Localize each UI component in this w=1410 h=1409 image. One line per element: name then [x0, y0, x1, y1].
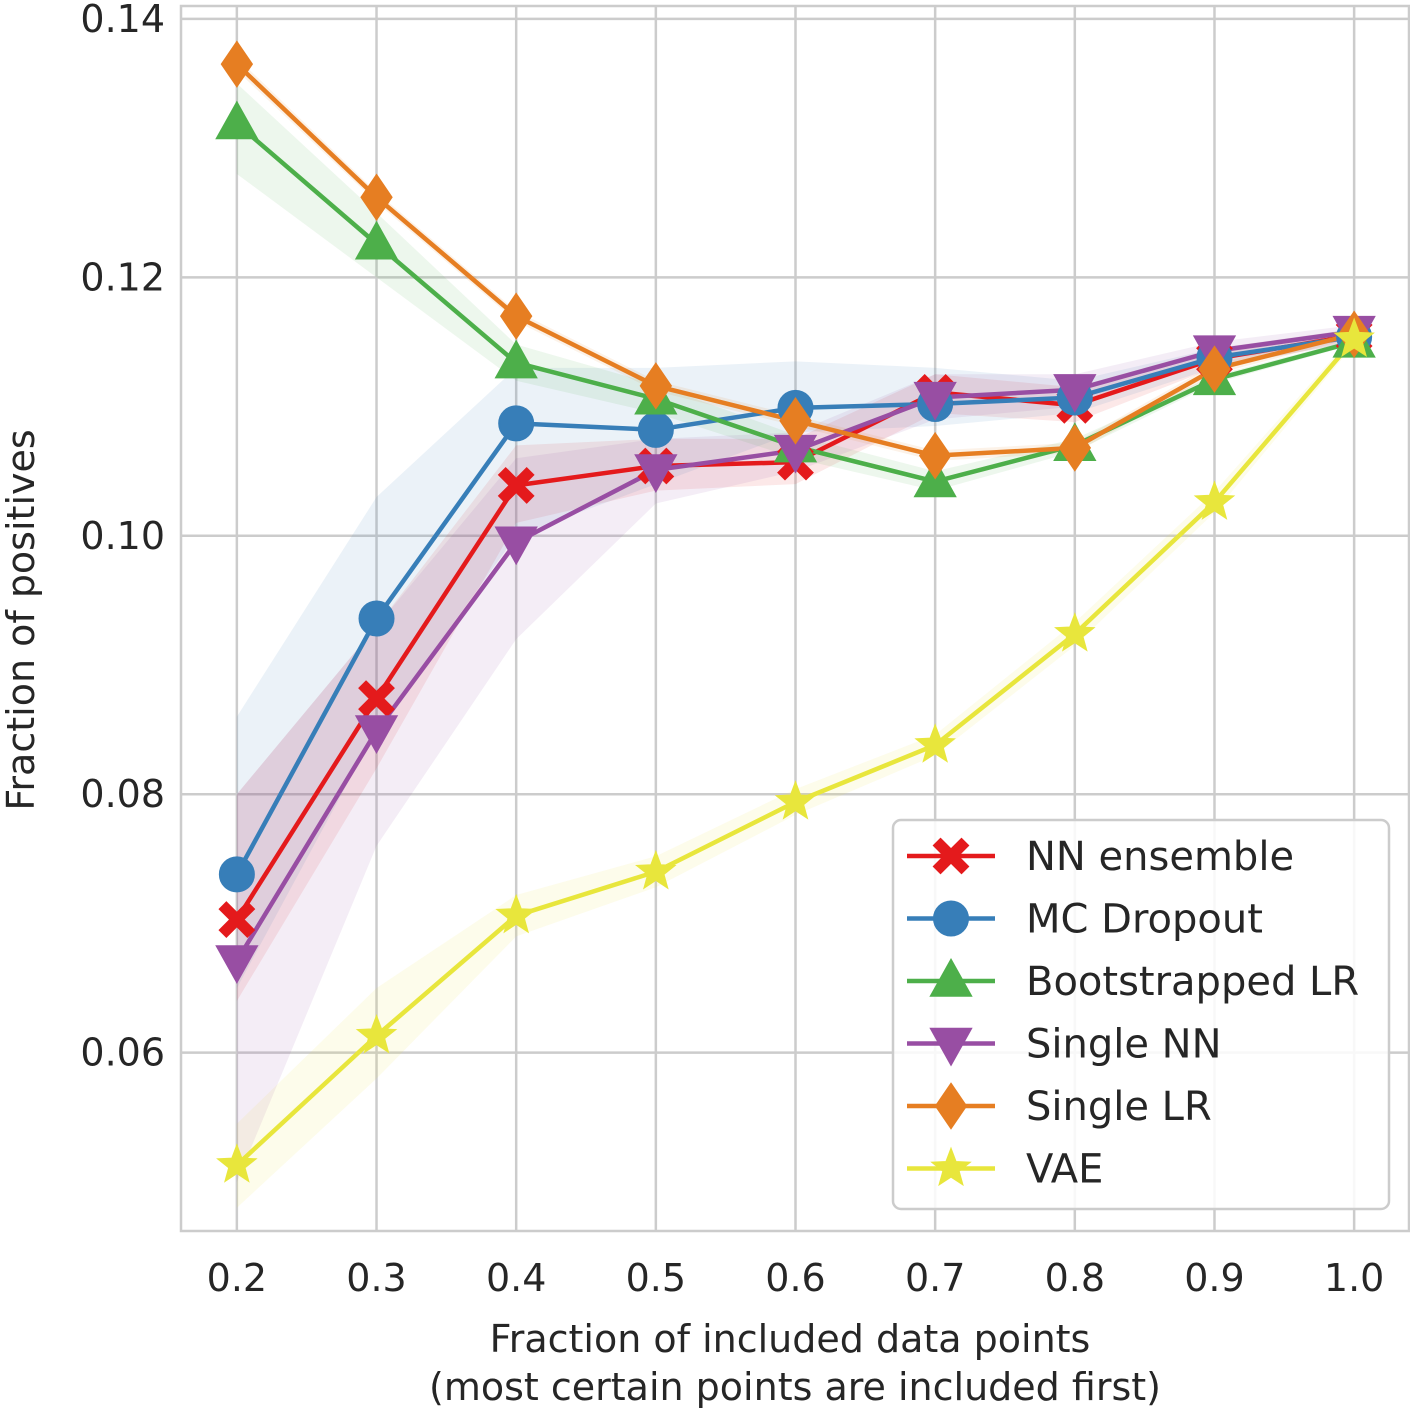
x-tick-label: 0.6 [765, 1256, 825, 1300]
single-lr-point [1198, 345, 1231, 393]
single-nn-point [1053, 374, 1097, 413]
legend-label: Single NN [1026, 1022, 1222, 1068]
legend-marker [933, 900, 969, 937]
vae-point [355, 1014, 398, 1054]
single-lr-point [360, 173, 393, 222]
x-axis-label-line1: Fraction of included data points [490, 1317, 1091, 1361]
bootstrapped-lr-point [215, 100, 259, 140]
y-tick-label: 0.08 [80, 772, 165, 816]
legend-marker [930, 1146, 972, 1187]
x-tick-label: 0.4 [486, 1256, 546, 1300]
vae-point [1054, 612, 1096, 652]
single-lr-point [220, 40, 254, 88]
mc-dropout-point [218, 856, 255, 893]
vae-point [635, 849, 677, 890]
x-axis-label-line2: (most certain points are included first) [429, 1365, 1161, 1409]
y-tick-label: 0.10 [80, 514, 165, 558]
legend-item-vae[interactable]: VAE [907, 1147, 1103, 1193]
legend-label: Single LR [1026, 1084, 1212, 1130]
bootstrapped-lr-point [354, 220, 399, 260]
y-tick-label: 0.12 [80, 255, 165, 299]
y-axis-label: Fraction of positives [0, 429, 43, 810]
vae-point [1333, 317, 1375, 358]
legend-marker [934, 1082, 968, 1130]
single-nn-point [913, 381, 957, 421]
single-lr-point [918, 431, 952, 480]
x-tick-labels: 0.2 0.3 0.4 0.5 0.6 0.7 0.8 0.9 1.0 [207, 1256, 1385, 1300]
legend-label: NN ensemble [1026, 834, 1294, 880]
x-tick-label: 0.2 [207, 1256, 267, 1300]
legend-item-mc-dropout[interactable]: MC Dropout [907, 897, 1263, 943]
vae-point [774, 780, 817, 820]
single-nn-point [494, 526, 538, 566]
plot-frame [179, 4, 1410, 1233]
bootstrapped-lr-point [494, 339, 538, 379]
single-nn-point [634, 454, 678, 493]
single-lr-point [779, 397, 812, 445]
mc-dropout-point [637, 411, 674, 448]
legend-label: Bootstrapped LR [1026, 959, 1359, 1005]
x-tick-label: 0.9 [1184, 1256, 1244, 1300]
single-nn-point [215, 945, 259, 984]
vae-point [1193, 480, 1236, 520]
single-nn-point [354, 715, 399, 754]
y-tick-label: 0.06 [80, 1031, 165, 1075]
y-tick-label: 0.14 [80, 0, 165, 41]
nn-ensemble-point [218, 901, 256, 938]
nn-ensemble-band [236, 329, 1355, 1001]
vae-point [216, 1143, 258, 1183]
x-tick-label: 0.7 [905, 1256, 965, 1300]
legend-label: VAE [1026, 1147, 1103, 1193]
series-markers [215, 40, 1376, 1183]
vae-point [495, 893, 537, 934]
mc-dropout-point [358, 600, 395, 637]
mc-dropout-band [236, 329, 1355, 989]
legend[interactable]: NN ensemble MC Dropout Bootstrapped LR Sing… [891, 818, 1391, 1211]
legend-box [891, 818, 1391, 1211]
legend-item-single-nn[interactable]: Single NN [907, 1022, 1222, 1068]
legend-item-bootstrapped-lr[interactable]: Bootstrapped LR [907, 957, 1359, 1005]
single-lr-point [639, 362, 673, 410]
x-tick-label: 0.5 [626, 1256, 686, 1300]
single-lr-point [499, 292, 533, 340]
x-tick-label: 1.0 [1324, 1256, 1384, 1300]
y-tick-labels: 0.06 0.08 0.10 0.12 0.14 [80, 0, 165, 1075]
legend-label: MC Dropout [1026, 897, 1263, 943]
nn-ensemble-point [497, 466, 535, 504]
x-tick-label: 0.3 [346, 1256, 406, 1300]
legend-marker [929, 1027, 973, 1067]
mc-dropout-point [498, 405, 535, 442]
legend-item-nn-ensemble[interactable]: NN ensemble [907, 834, 1294, 880]
x-tick-label: 0.8 [1045, 1256, 1105, 1300]
vae-point [914, 723, 956, 763]
single-lr-point [1058, 424, 1092, 472]
legend-marker [932, 837, 970, 875]
legend-marker [929, 957, 973, 997]
legend-item-single-lr[interactable]: Single LR [907, 1082, 1212, 1130]
